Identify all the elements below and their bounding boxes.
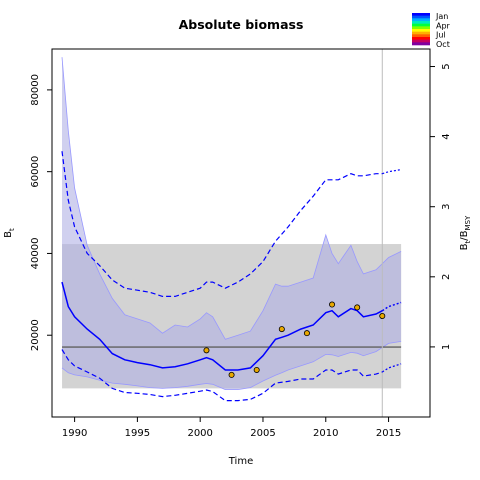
y-axis-label-left-main: B <box>3 231 14 238</box>
x-tick-label: 2005 <box>250 428 275 439</box>
x-tick-label: 1990 <box>62 428 87 439</box>
legend-swatch <box>412 26 430 30</box>
y-axis-label-right-main: B <box>459 243 470 250</box>
legend-swatch <box>412 18 430 22</box>
legend-swatch <box>412 13 430 16</box>
x-tick-label: 1995 <box>125 428 150 439</box>
median-line <box>61 281 383 371</box>
observation-point <box>329 301 336 308</box>
observation-point <box>278 326 285 333</box>
y-tick-label-left: 80000 <box>30 74 41 106</box>
ci-lower-line <box>61 341 402 391</box>
axes: 1990 1995 2000 2005 2010 2015 20000 40000 60000 8… <box>30 48 452 439</box>
median-forecast-line <box>381 301 402 312</box>
x-axis-label: Time <box>228 456 253 467</box>
y-axis-label-right-sub: t <box>464 240 472 243</box>
legend-swatch <box>412 15 430 19</box>
observation-point <box>303 330 310 337</box>
observation-point <box>379 313 386 320</box>
predint-upper-forecast-line <box>382 169 402 175</box>
y-tick-label-right: 2 <box>441 274 452 280</box>
legend-swatch <box>412 21 430 24</box>
observation-point <box>253 366 260 373</box>
observation-point <box>354 304 361 311</box>
legend-label: Jan <box>435 12 448 21</box>
y-tick-label-right: 4 <box>441 133 452 139</box>
y-axis-label-left: Bt <box>3 228 16 238</box>
y-tick-label-left: 60000 <box>30 156 41 188</box>
y-tick-label-left: 40000 <box>30 238 41 270</box>
legend-swatch <box>412 42 430 46</box>
ci-upper-line <box>61 57 402 340</box>
legend-label: Oct <box>436 40 450 49</box>
y-tick-label-right: 3 <box>441 204 452 210</box>
legend-swatch <box>412 29 430 32</box>
observation-point <box>228 371 235 378</box>
predint-upper-line <box>61 151 383 297</box>
y-tick-label-right: 5 <box>441 63 452 69</box>
x-tick-label: 2010 <box>313 428 338 439</box>
plot-area <box>61 49 402 417</box>
plot-frame <box>51 48 431 418</box>
observation-point <box>203 347 210 354</box>
y-axis-label-right-tail: /B <box>459 230 470 240</box>
x-tick-label: 2000 <box>187 428 212 439</box>
y-axis-label-right: Bt/BMSY <box>459 215 472 250</box>
x-tick-label: 2015 <box>376 428 401 439</box>
y-tick-label-left: 20000 <box>30 319 41 351</box>
ci-band <box>62 57 402 390</box>
predint-lower-line <box>61 349 383 402</box>
chart-title: Absolute biomass <box>179 17 304 32</box>
y-axis-label-left-sub: t <box>8 228 16 231</box>
legend-swatch <box>412 31 430 35</box>
y-axis-label-right-tail-sub: MSY <box>464 215 472 230</box>
y-tick-label-right: 1 <box>441 344 452 350</box>
legend-swatch <box>412 39 430 43</box>
legend-swatch <box>412 34 430 38</box>
legend-swatch <box>412 37 430 40</box>
legend-label: Apr <box>436 21 451 30</box>
legend-label: Jul <box>435 31 446 40</box>
legend-swatch <box>412 23 430 27</box>
predint-lower-forecast-line <box>381 363 402 373</box>
